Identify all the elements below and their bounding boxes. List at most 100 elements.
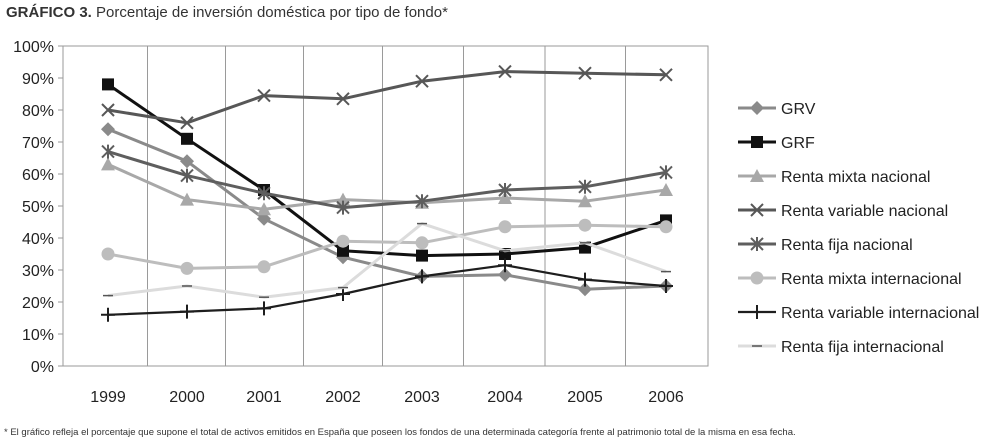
x-tick-label: 2001 — [246, 389, 282, 406]
data-point — [180, 154, 194, 169]
x-tick-label: 2006 — [648, 389, 684, 406]
legend-entry: GRF — [738, 135, 815, 152]
y-tick-label: 30% — [22, 263, 54, 280]
data-point — [257, 202, 271, 216]
data-point — [336, 234, 350, 248]
legend-label: GRF — [781, 135, 815, 152]
data-point — [578, 218, 592, 232]
legend-swatch-marker — [751, 136, 763, 148]
legend-swatch-marker — [750, 237, 764, 251]
data-point — [180, 168, 194, 183]
data-point — [257, 186, 271, 201]
data-point — [257, 301, 271, 316]
series-line — [107, 163, 667, 211]
y-tick-label: 60% — [22, 167, 54, 184]
y-tick-label: 70% — [22, 135, 54, 152]
data-point — [101, 247, 115, 261]
data-point — [101, 103, 115, 117]
series-line — [107, 127, 667, 291]
data-point — [180, 116, 194, 130]
legend-label: Renta mixta internacional — [781, 271, 962, 288]
legend-swatch-marker — [750, 101, 764, 115]
legend-entry: Renta fija nacional — [738, 237, 913, 254]
y-tick-label: 20% — [22, 295, 54, 312]
legend-entry: Renta variable nacional — [738, 203, 948, 220]
legend-entry: Renta variable internacional — [738, 305, 979, 322]
x-tick-label: 1999 — [90, 389, 126, 406]
data-point — [659, 183, 673, 196]
data-point — [578, 179, 592, 194]
x-tick-label: 2005 — [567, 389, 603, 406]
data-point — [498, 191, 512, 204]
data-point — [578, 282, 592, 297]
data-point — [498, 183, 512, 197]
data-point — [101, 122, 115, 137]
data-point — [498, 267, 512, 282]
data-point — [659, 220, 673, 234]
data-point — [101, 144, 115, 159]
data-point — [578, 66, 592, 80]
data-point — [659, 279, 673, 293]
series-line — [107, 222, 667, 299]
legend-swatch-marker — [750, 271, 764, 285]
y-tick-label: 80% — [22, 103, 54, 120]
data-point — [659, 165, 673, 180]
legend-label: Renta variable nacional — [781, 203, 948, 220]
legend-entry: Renta mixta nacional — [738, 169, 930, 186]
data-point — [336, 192, 350, 206]
y-tick-label: 10% — [22, 327, 54, 344]
data-point — [257, 260, 271, 274]
legend-label: Renta variable internacional — [781, 305, 979, 322]
series-4 — [101, 144, 673, 215]
data-point — [336, 250, 350, 265]
legend-label: GRV — [781, 101, 816, 118]
series-line — [107, 264, 667, 316]
x-tick-label: 2003 — [404, 389, 440, 406]
series-line — [107, 150, 667, 210]
x-tick-label: 2002 — [325, 389, 361, 406]
legend-swatch-marker — [750, 305, 764, 319]
legend-label: Renta fija internacional — [781, 339, 944, 356]
x-tick-label: 2004 — [487, 389, 523, 406]
y-tick-label: 100% — [13, 39, 54, 56]
data-point — [415, 74, 429, 88]
data-point — [416, 249, 428, 262]
legend-swatch-marker — [750, 169, 764, 182]
series-6 — [101, 258, 673, 322]
data-point — [101, 307, 115, 322]
data-point — [102, 78, 114, 91]
legend-entry: Renta fija internacional — [738, 339, 944, 356]
data-point — [180, 261, 194, 275]
data-point — [180, 192, 194, 206]
x-tick-label: 2000 — [169, 389, 205, 406]
legend-swatch-marker — [750, 203, 764, 217]
plot-frame — [62, 45, 709, 367]
data-point — [336, 287, 350, 301]
data-point — [659, 68, 673, 82]
data-point — [498, 220, 512, 234]
series-line — [107, 70, 667, 125]
line-chart: 0% 10% 20% 30% 40% 50% 60% 70% 80% 90% 100% 1999 200… — [13, 39, 979, 406]
legend-label: Renta fija nacional — [781, 237, 913, 254]
data-point — [498, 258, 512, 273]
y-tick-label: 90% — [22, 71, 54, 88]
data-point — [337, 244, 349, 257]
data-point — [336, 200, 350, 215]
chart-title-text: Porcentaje de inversión doméstica por ti… — [96, 4, 448, 21]
data-point — [498, 64, 512, 79]
data-point — [578, 272, 592, 287]
footnote: * El gráfico refleja el porcentaje que s… — [4, 427, 796, 438]
legend-entry: GRV — [738, 101, 816, 118]
y-tick-label: 50% — [22, 199, 54, 216]
data-point — [257, 211, 271, 226]
series-line — [107, 223, 667, 270]
series-3 — [101, 64, 673, 130]
chart-title-label: GRÁFICO 3. — [6, 4, 92, 21]
legend-label: Renta mixta nacional — [781, 169, 930, 186]
data-point — [101, 157, 115, 171]
series-line — [107, 83, 667, 258]
data-point — [257, 88, 271, 103]
data-point — [181, 132, 193, 145]
chart-title: GRÁFICO 3. Porcentaje de inversión domés… — [6, 4, 448, 21]
data-point — [415, 236, 429, 250]
